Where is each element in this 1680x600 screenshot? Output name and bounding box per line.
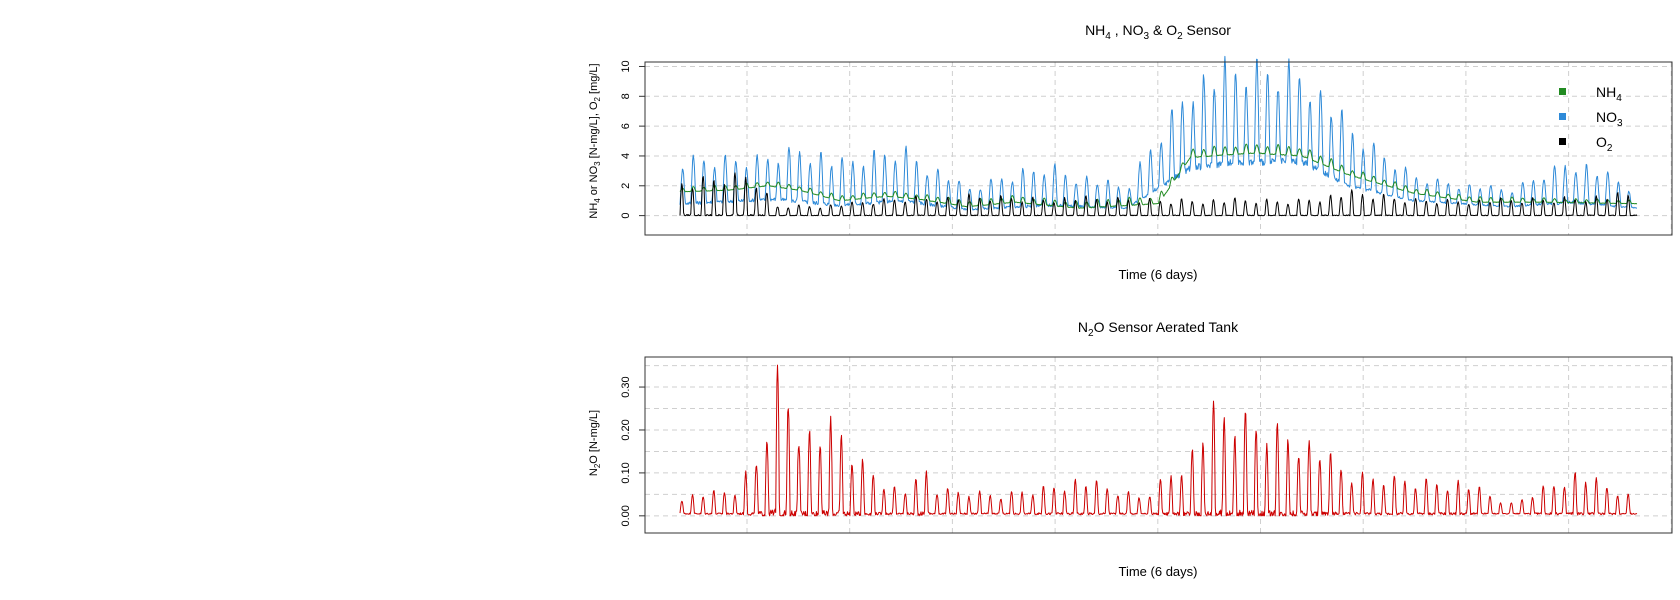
series-group-1 xyxy=(679,55,1638,217)
y-tick-label: 8 xyxy=(620,93,632,99)
panel-nh4-no3-o2: NH4 , NO3 & O2 Sensor 0 2 4 6 8 10 NH4 or NO3… xyxy=(588,22,1673,282)
legend: NH4 NO3 O2 xyxy=(1559,84,1623,154)
y-axis-label-1: NH4 or NO3 [N-mg/L], O2 [mg/L] xyxy=(588,63,602,218)
y-tick-label: 0.00 xyxy=(620,505,632,526)
plot-frame-1 xyxy=(644,61,1673,236)
y-axis-2: 0.00 0.10 0.20 0.30 xyxy=(620,376,645,527)
grid-1 xyxy=(645,62,1672,235)
legend-label-no3: NO3 xyxy=(1596,109,1623,129)
x-axis-label-1: Time (6 days) xyxy=(1119,267,1198,282)
y-axis-1: 0 2 4 6 8 10 xyxy=(620,60,645,219)
series-line-no3 xyxy=(679,55,1637,211)
panel-n2o: N2O Sensor Aerated Tank 0.00 0.10 0.20 0.30… xyxy=(588,319,1673,579)
legend-swatch-o2 xyxy=(1559,138,1566,145)
y-tick-label: 10 xyxy=(620,60,632,72)
y-tick-label: 0 xyxy=(620,213,632,219)
y-tick-label: 2 xyxy=(620,183,632,189)
legend-swatch-no3 xyxy=(1559,113,1566,120)
x-axis-label-2: Time (6 days) xyxy=(1119,564,1198,579)
series-line-o2 xyxy=(679,172,1638,217)
y-tick-label: 6 xyxy=(620,123,632,129)
y-tick-label: 0.30 xyxy=(620,376,632,397)
y-tick-label: 4 xyxy=(620,153,632,159)
chart-title-2: N2O Sensor Aerated Tank xyxy=(1078,319,1239,339)
y-tick-label: 0.10 xyxy=(620,462,632,483)
series-line-nh4 xyxy=(679,143,1638,209)
series-line-n2o xyxy=(679,364,1638,517)
grid-2 xyxy=(645,357,1672,533)
legend-label-o2: O2 xyxy=(1596,134,1613,154)
y-axis-label-2: N2O [N-mg/L] xyxy=(588,410,602,476)
series-group-2 xyxy=(679,364,1638,517)
legend-label-nh4: NH4 xyxy=(1596,84,1622,104)
plot-frame-2 xyxy=(644,356,1673,534)
chart-title-1: NH4 , NO3 & O2 Sensor xyxy=(1085,22,1231,42)
y-tick-label: 0.20 xyxy=(620,419,632,440)
legend-swatch-nh4 xyxy=(1559,88,1566,95)
